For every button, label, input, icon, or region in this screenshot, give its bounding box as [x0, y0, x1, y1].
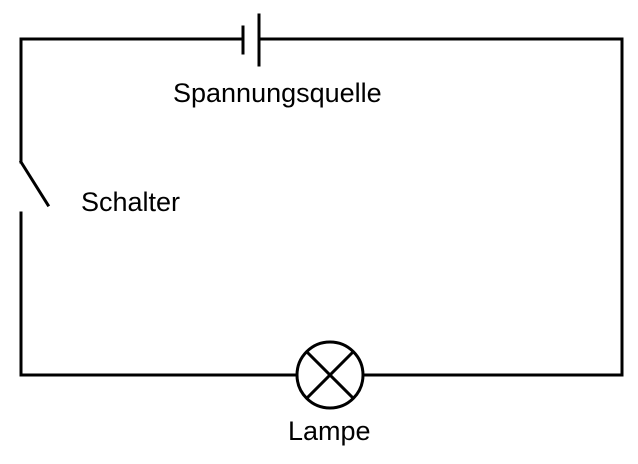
- lamp-cross-b: [304, 349, 356, 401]
- battery-cell-symbol: [241, 13, 261, 67]
- source-label: Spannungsquelle: [173, 78, 382, 108]
- switch-label: Schalter: [81, 187, 181, 217]
- lamp-label: Lampe: [288, 416, 371, 446]
- lamp-symbol: [295, 340, 365, 410]
- open-switch-symbol: [18, 159, 51, 208]
